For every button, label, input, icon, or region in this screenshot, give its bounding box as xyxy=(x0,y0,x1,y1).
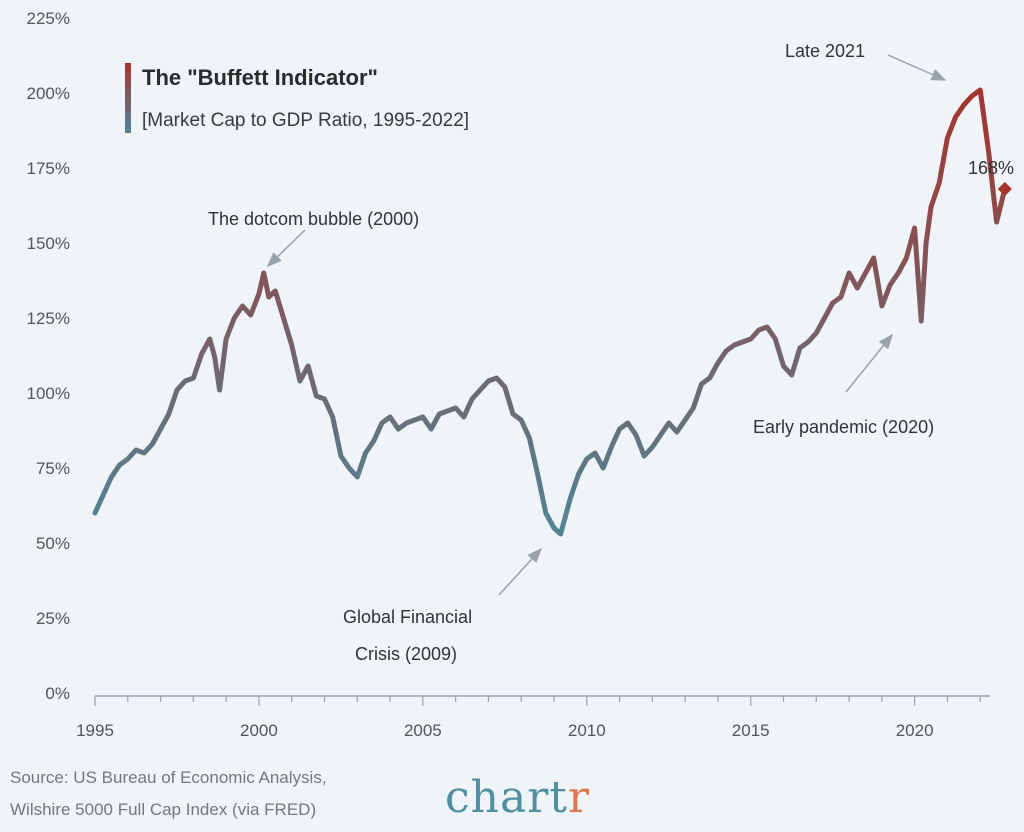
x-tick-label: 2020 xyxy=(896,721,934,740)
series-line xyxy=(92,87,1008,537)
annotation-late-2021: Late 2021 xyxy=(785,41,865,61)
y-tick-label: 200% xyxy=(27,84,70,103)
y-axis: 0% 25% 50% 75% 100% 125% 150% 175% 200% 225% xyxy=(27,9,70,703)
annotation-gfc-line1: Global Financial xyxy=(343,607,472,627)
arrow-late-2021 xyxy=(887,54,947,81)
end-point-marker xyxy=(997,181,1012,197)
x-tick-label: 2015 xyxy=(732,721,770,740)
brand-main: chart xyxy=(445,772,568,823)
source-note: Source: US Bureau of Economic Analysis, … xyxy=(10,762,327,826)
source-line-2: Wilshire 5000 Full Cap Index (via FRED) xyxy=(10,800,317,819)
y-tick-label: 0% xyxy=(45,684,70,703)
arrow-dotcom xyxy=(266,229,306,268)
annotations: The dotcom bubble (2000) Global Financia… xyxy=(208,41,947,664)
y-tick-label: 150% xyxy=(27,234,70,253)
chart-subtitle: [Market Cap to GDP Ratio, 1995-2022] xyxy=(142,110,469,131)
x-tick-label: 2000 xyxy=(240,721,278,740)
y-tick-label: 75% xyxy=(36,459,70,478)
brand-logo: chartr xyxy=(445,772,590,823)
x-tick-label: 2005 xyxy=(404,721,442,740)
y-tick-label: 225% xyxy=(27,9,70,28)
legend: The "Buffett Indicator" [Market Cap to G… xyxy=(125,63,469,133)
legend-color-bar xyxy=(125,63,131,133)
end-value-label: 168% xyxy=(968,158,1014,178)
annotation-dotcom: The dotcom bubble (2000) xyxy=(208,209,419,229)
y-tick-label: 175% xyxy=(27,159,70,178)
x-tick-label: 1995 xyxy=(76,721,114,740)
y-tick-label: 50% xyxy=(36,534,70,553)
source-line-1: Source: US Bureau of Economic Analysis, xyxy=(10,768,327,787)
brand-accent: r xyxy=(567,772,590,823)
x-axis: 1995 2000 2005 2010 2015 2020 xyxy=(76,695,990,740)
y-tick-label: 25% xyxy=(36,609,70,628)
x-tick-label: 2010 xyxy=(568,721,606,740)
y-tick-label: 100% xyxy=(27,384,70,403)
arrow-pandemic xyxy=(845,333,893,393)
annotation-gfc-line2: Crisis (2009) xyxy=(355,644,457,664)
series xyxy=(92,87,1012,537)
annotation-pandemic: Early pandemic (2020) xyxy=(753,417,934,437)
y-tick-label: 125% xyxy=(27,309,70,328)
arrow-gfc xyxy=(498,547,543,596)
chart-title: The "Buffett Indicator" xyxy=(142,65,378,90)
